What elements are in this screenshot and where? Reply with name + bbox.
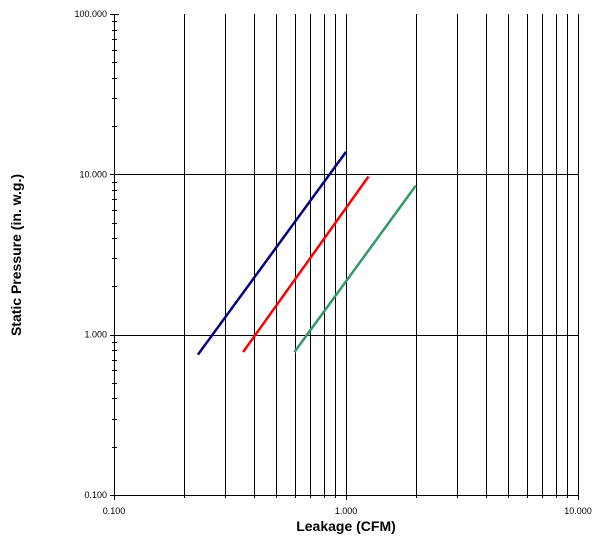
y-tick-label: 10.000	[79, 169, 107, 179]
x-tick-label: 10.000	[564, 506, 592, 516]
series-line-2	[242, 175, 370, 353]
y-tick-label: 100.000	[74, 9, 107, 19]
series-line-1	[196, 151, 348, 356]
y-axis-title: Static Pressure (in. w.g.)	[8, 174, 24, 336]
y-tick-label: 0.100	[84, 490, 107, 500]
series-lines	[196, 151, 417, 356]
grid	[114, 14, 579, 495]
x-tick-label: 1.000	[335, 506, 358, 516]
y-tick-label: 1.000	[84, 330, 107, 340]
axes	[110, 14, 579, 500]
tick-labels: 100.000 10.000 1.000 0.100 0.100 1.000 10.000	[74, 9, 591, 516]
x-tick-label: 0.100	[103, 506, 126, 516]
x-axis-title: Leakage (CFM)	[296, 518, 396, 534]
series-line-3	[293, 184, 417, 353]
